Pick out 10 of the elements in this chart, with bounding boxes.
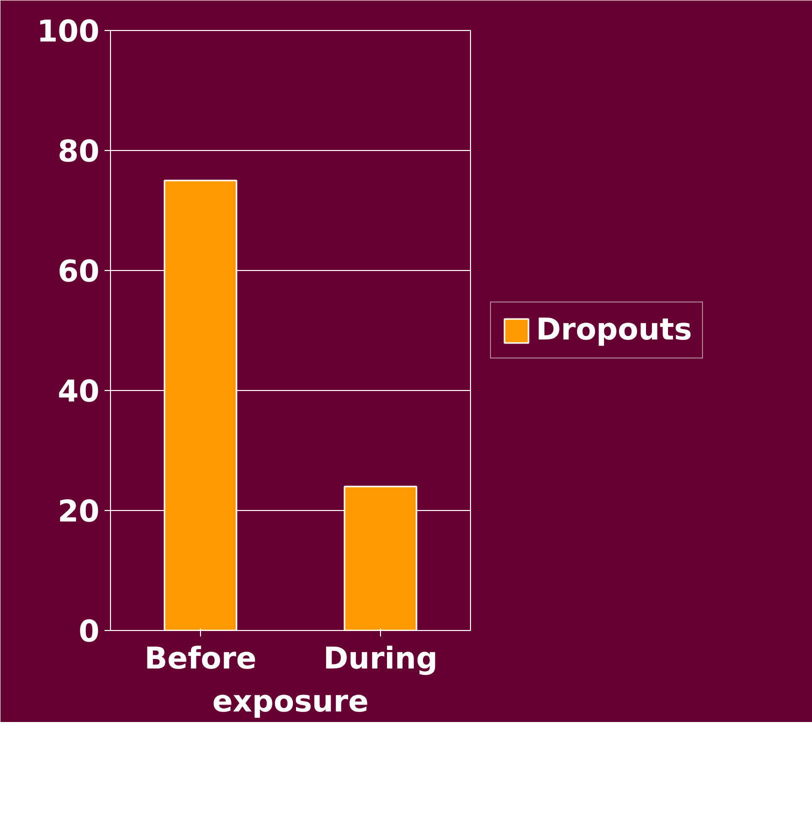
y-tick-label: 0 bbox=[78, 614, 100, 650]
y-tick-label: 20 bbox=[58, 494, 100, 530]
x-tick-label: During bbox=[323, 642, 438, 676]
x-axis-title: exposure bbox=[212, 684, 369, 720]
y-tick-label: 40 bbox=[58, 374, 100, 410]
legend-label: Dropouts bbox=[536, 312, 692, 348]
y-tick-label: 80 bbox=[58, 134, 100, 170]
y-tick-label: 100 bbox=[36, 14, 100, 50]
x-tick-label: Before bbox=[144, 642, 257, 676]
y-tick-label: 60 bbox=[58, 254, 100, 290]
